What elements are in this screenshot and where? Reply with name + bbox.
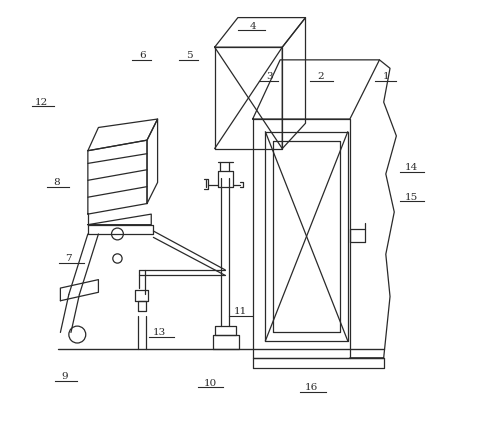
Text: 3: 3 [266,72,273,81]
Text: 15: 15 [405,193,418,202]
Text: 8: 8 [53,178,60,187]
Text: 9: 9 [61,372,68,381]
Text: 10: 10 [204,379,217,388]
Text: 11: 11 [233,307,247,316]
Text: 5: 5 [186,51,192,60]
Text: 12: 12 [35,98,48,106]
Text: 7: 7 [66,254,72,263]
Text: 14: 14 [405,163,418,172]
Text: 16: 16 [305,383,318,392]
Text: 2: 2 [317,72,324,81]
Text: 4: 4 [250,22,256,31]
Text: 6: 6 [140,51,146,60]
Text: 13: 13 [153,328,167,337]
Text: 1: 1 [383,72,389,81]
